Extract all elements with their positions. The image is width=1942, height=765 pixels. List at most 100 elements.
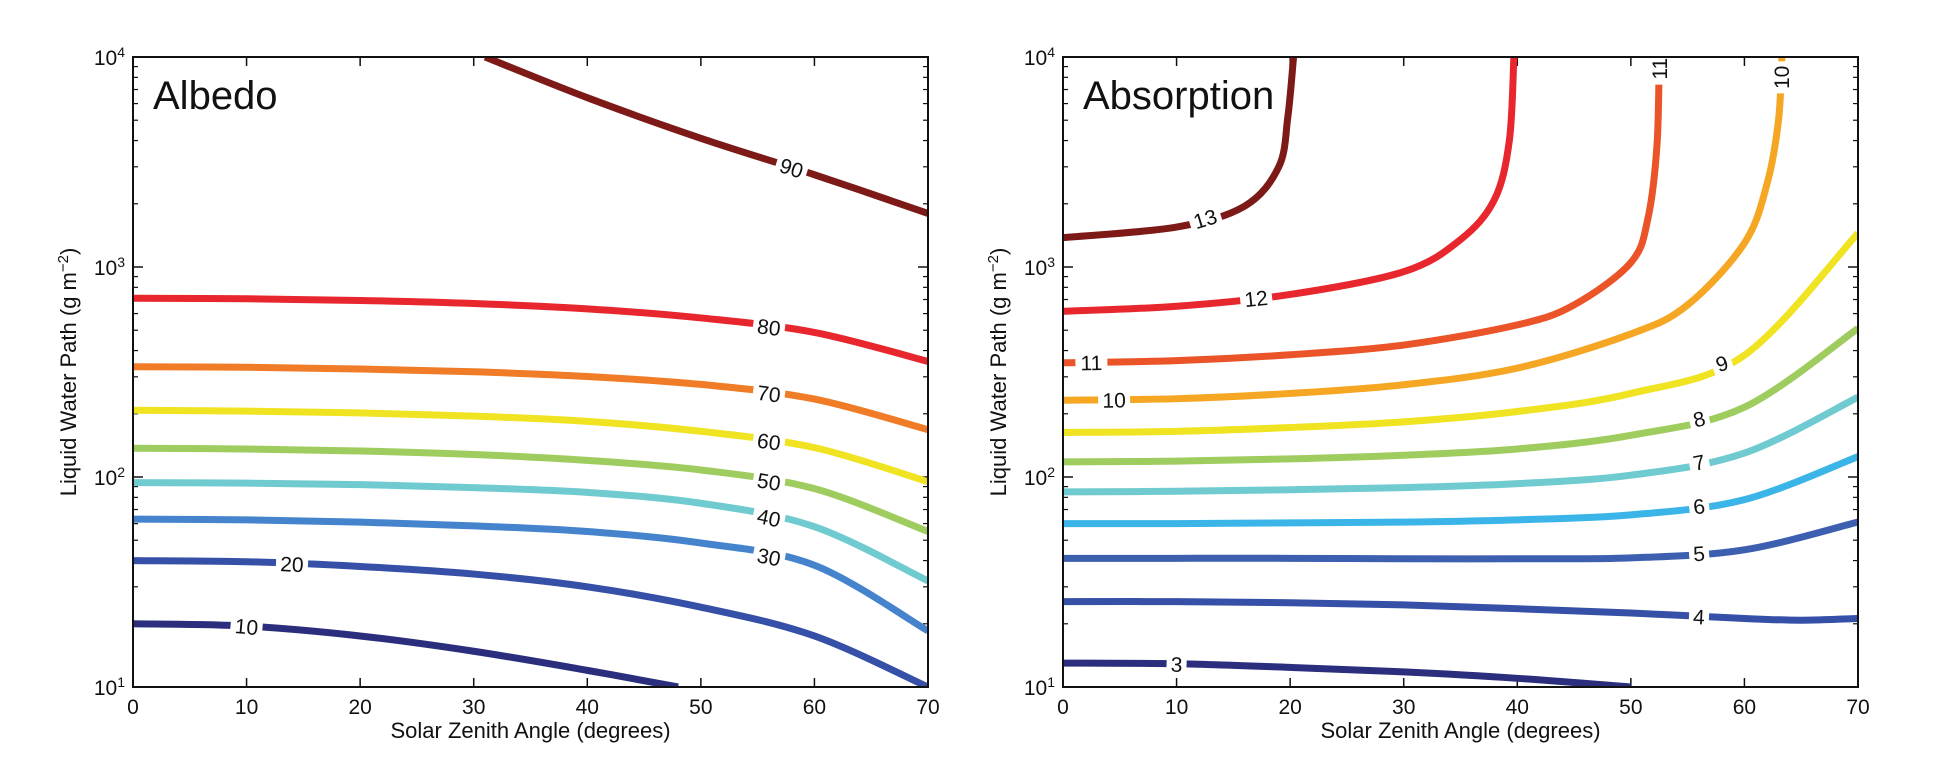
- x-tick-label: 20: [1278, 696, 1301, 719]
- contour-label-bg: [1687, 450, 1711, 474]
- panel-title: Absorption: [1083, 74, 1274, 118]
- contour-label-text: 10: [1771, 66, 1794, 89]
- contour-label-text: 12: [1243, 287, 1269, 312]
- contour-label-60: 60: [751, 428, 787, 456]
- contour-label-text: 20: [280, 553, 304, 577]
- contour-label-bg: [751, 381, 787, 406]
- y-tick-label: 103: [1024, 254, 1055, 280]
- contour-label-bg: [1075, 351, 1108, 373]
- contour-label-11: 11: [1075, 351, 1108, 375]
- y-tick-label: 102: [94, 464, 125, 490]
- contour-label-text: 7: [1691, 451, 1707, 476]
- x-tick-label: 50: [689, 696, 712, 719]
- y-axis-label-close: ): [56, 248, 81, 255]
- contour-label-bg: [275, 552, 309, 575]
- y-tick-label: 101: [94, 674, 125, 700]
- contour-label-text: 50: [755, 469, 782, 495]
- contour-line-50: [133, 444, 928, 535]
- contour-label-bg: [751, 468, 787, 494]
- contour-label-bg: [1648, 52, 1669, 85]
- y-tick-label: 101: [1024, 674, 1055, 700]
- contour-line-60: [133, 406, 928, 486]
- contour-label-text: 3: [1170, 654, 1182, 677]
- y-axis-label-sup: −2: [55, 255, 72, 272]
- y-tick-base: 10: [1024, 257, 1047, 280]
- contour-label-20: 20: [275, 552, 309, 577]
- y-axis-label: Liquid Water Path (g m−2): [55, 248, 82, 497]
- y-tick-exponent: 4: [117, 44, 125, 60]
- contour-line-3: [1063, 659, 1632, 687]
- contour-line-12: [1063, 57, 1518, 315]
- contour-line-20: [133, 557, 928, 687]
- contour-line-4: [1063, 598, 1858, 624]
- x-tick-label: 0: [1057, 696, 1069, 719]
- x-tick-label: 40: [1506, 696, 1529, 719]
- y-tick-exponent: 1: [1047, 674, 1055, 690]
- y-tick-label: 104: [1024, 44, 1055, 70]
- contour-label-bg: [1097, 389, 1131, 410]
- contour-label-5: 5: [1688, 542, 1710, 566]
- panel-title: Albedo: [153, 74, 278, 118]
- y-tick-exponent: 2: [1047, 464, 1055, 480]
- x-tick-label: 60: [803, 696, 826, 719]
- contour-label-text: 10: [234, 615, 259, 640]
- contour-label-text: 70: [756, 382, 782, 408]
- contour-line-6: [1063, 453, 1858, 528]
- contour-label-bg: [751, 543, 787, 570]
- contour-label-10-top: 10: [1770, 61, 1794, 94]
- x-tick-label: 10: [235, 696, 258, 719]
- contour-label-90: 90: [773, 153, 811, 183]
- contour-label-80: 80: [751, 314, 787, 341]
- y-axis-label-close: ): [986, 248, 1011, 255]
- contour-label-10: 10: [229, 614, 264, 640]
- x-tick-label: 30: [462, 696, 485, 719]
- contour-label-text: 5: [1692, 543, 1705, 567]
- contour-line-30: [133, 515, 928, 634]
- x-tick-label: 20: [348, 696, 371, 719]
- contour-label-text: 11: [1649, 58, 1672, 80]
- plot-frame: [1062, 56, 1859, 688]
- x-tick-label: 60: [1733, 696, 1756, 719]
- contour-line-80: [133, 294, 928, 365]
- contour-label-text: 10: [1102, 389, 1126, 412]
- y-tick-exponent: 4: [1047, 44, 1055, 60]
- y-tick-label: 104: [94, 44, 125, 70]
- x-tick-label: 40: [576, 696, 599, 719]
- x-tick-label: 0: [127, 696, 139, 719]
- contour-line-70: [133, 363, 928, 434]
- contour-label-12: 12: [1239, 286, 1274, 312]
- contour-label-bg: [1166, 653, 1187, 675]
- contour-label-text: 30: [755, 544, 782, 571]
- contour-label-bg: [751, 428, 787, 454]
- contour-label-text: 60: [756, 430, 782, 456]
- x-tick-label: 30: [1392, 696, 1415, 719]
- contour-label-bg: [229, 614, 264, 638]
- contour-label-bg: [1770, 61, 1791, 94]
- x-tick-label: 70: [1846, 696, 1869, 719]
- y-tick-base: 10: [1024, 467, 1047, 490]
- y-tick-exponent: 1: [117, 674, 125, 690]
- contour-line-8: [1063, 325, 1858, 466]
- y-tick-exponent: 3: [1047, 254, 1055, 270]
- contour-label-text: 40: [755, 505, 783, 532]
- contour-label-bg: [1686, 406, 1712, 431]
- contour-label-text: 80: [756, 315, 782, 341]
- contour-line-40: [133, 479, 928, 585]
- contour-label-bg: [751, 504, 787, 531]
- contour-line-90: [483, 57, 928, 217]
- x-tick-label: 50: [1619, 696, 1642, 719]
- contour-label-bg: [1186, 204, 1224, 233]
- x-tick-label: 70: [916, 696, 939, 719]
- contour-label-30: 30: [751, 543, 787, 571]
- y-axis-label-main: Liquid Water Path (g m: [56, 272, 81, 496]
- contour-label-text: 6: [1692, 495, 1707, 519]
- contour-label-3: 3: [1166, 653, 1187, 677]
- y-tick-base: 10: [94, 677, 117, 700]
- contour-label-13: 13: [1186, 204, 1224, 234]
- contour-line-9: [1063, 230, 1858, 436]
- x-axis-label: Solar Zenith Angle (degrees): [390, 718, 670, 743]
- x-axis-label: Solar Zenith Angle (degrees): [1320, 718, 1600, 743]
